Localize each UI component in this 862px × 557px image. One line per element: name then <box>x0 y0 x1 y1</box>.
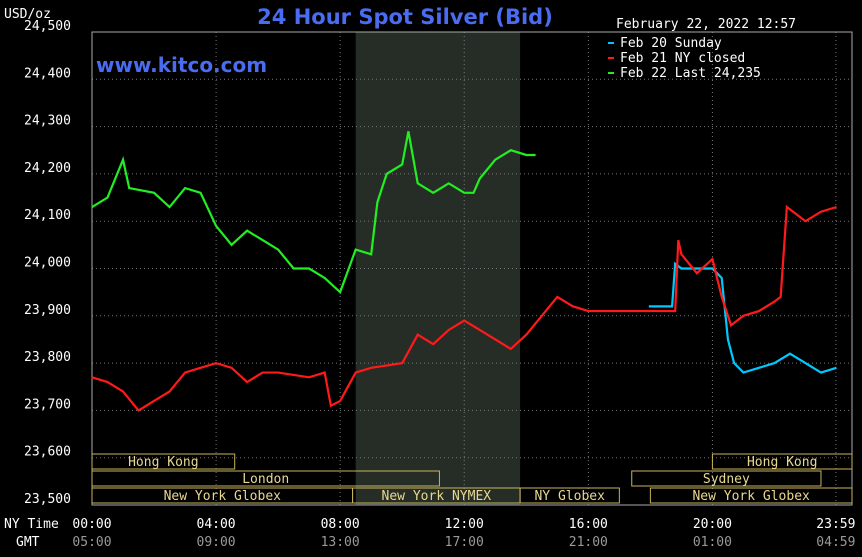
session-label: New York Globex <box>164 489 282 504</box>
y-tick-label: 24,300 <box>24 114 71 129</box>
session-box <box>711 453 853 470</box>
plot-border <box>91 31 853 506</box>
gmt-label: 09:00 <box>197 535 236 550</box>
unit-label: USD/oz <box>4 7 51 22</box>
session-label: NY Globex <box>534 489 605 504</box>
gmt-label: 13:00 <box>321 535 360 550</box>
series-line <box>648 261 837 374</box>
gmt-label: 05:00 <box>72 535 111 550</box>
gmt-label: 17:00 <box>445 535 484 550</box>
y-tick-label: 24,500 <box>24 19 71 34</box>
x-tick-label: 08:00 <box>321 517 360 532</box>
gmt-label: 01:00 <box>693 535 732 550</box>
y-tick-label: 24,400 <box>24 66 71 81</box>
y-tick-label: 24,100 <box>24 208 71 223</box>
y-tick-label: 23,600 <box>24 445 71 460</box>
session-box <box>519 487 620 504</box>
x-tick-label: 16:00 <box>569 517 608 532</box>
legend-label: Feb 21 NY closed <box>620 51 745 66</box>
x-tick-label: 23:59 <box>816 517 855 532</box>
x-tick-label: 12:00 <box>445 517 484 532</box>
session-label: New York Globex <box>692 489 810 504</box>
session-label: Sydney <box>703 472 750 487</box>
session-label: New York NYMEX <box>382 489 492 504</box>
session-label: London <box>242 472 289 487</box>
gmt-label: 21:00 <box>569 535 608 550</box>
session-box <box>631 470 822 487</box>
session-box <box>91 470 440 487</box>
legend-label: Feb 20 Sunday <box>620 36 722 51</box>
x-label-bottom: GMT <box>16 535 40 550</box>
legend-label: Feb 22 Last 24,235 <box>620 66 761 81</box>
gmt-label: 04:59 <box>816 535 855 550</box>
x-tick-label: 20:00 <box>693 517 732 532</box>
timestamp: February 22, 2022 12:57 <box>616 17 796 32</box>
x-tick-label: 00:00 <box>72 517 111 532</box>
y-tick-label: 24,200 <box>24 161 71 176</box>
y-tick-label: 23,900 <box>24 303 71 318</box>
session-box <box>649 487 853 504</box>
session-label: Hong Kong <box>747 455 817 470</box>
x-tick-label: 04:00 <box>197 517 236 532</box>
y-tick-label: 23,800 <box>24 350 71 365</box>
x-label-top: NY Time <box>4 517 59 532</box>
watermark: www.kitco.com <box>96 53 267 77</box>
y-tick-label: 23,700 <box>24 397 71 412</box>
series-line <box>91 131 536 295</box>
chart-title: 24 Hour Spot Silver (Bid) <box>257 5 553 29</box>
y-tick-label: 23,500 <box>24 492 71 507</box>
series-line <box>91 204 837 412</box>
session-label: Hong Kong <box>128 455 198 470</box>
session-box <box>91 453 236 470</box>
y-tick-label: 24,000 <box>24 256 71 271</box>
